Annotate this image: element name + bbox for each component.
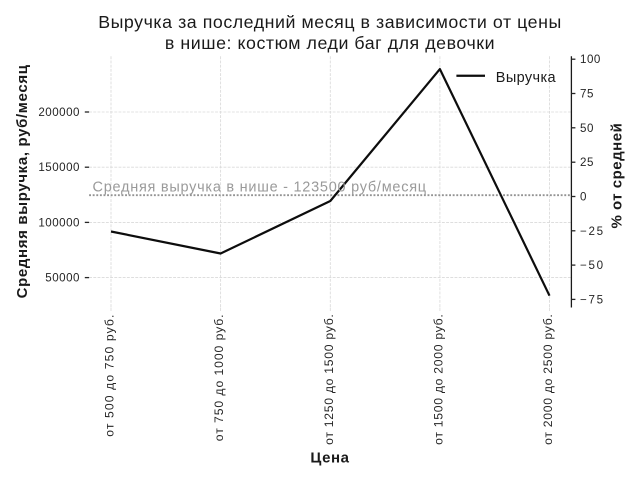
svg-text:−75: −75 [580, 293, 605, 306]
svg-text:50: 50 [580, 122, 594, 135]
svg-text:от 2000 до 2500 руб.: от 2000 до 2500 руб. [541, 314, 555, 445]
svg-text:Выручка за последний месяц в з: Выручка за последний месяц в зависимости… [98, 12, 562, 32]
svg-text:0: 0 [580, 191, 587, 204]
svg-text:Выручка: Выручка [496, 70, 557, 86]
svg-text:от 1500 до 2000 руб.: от 1500 до 2000 руб. [431, 314, 445, 445]
svg-text:50000: 50000 [45, 272, 80, 285]
svg-text:100000: 100000 [38, 216, 80, 229]
svg-text:Средняя выручка в нише - 12350: Средняя выручка в нише - 123500 руб/меся… [93, 180, 427, 196]
svg-text:% от средней: % от средней [609, 123, 626, 229]
svg-text:−25: −25 [580, 225, 605, 238]
svg-text:от 1250 до 1500 руб.: от 1250 до 1500 руб. [322, 314, 336, 445]
svg-text:Цена: Цена [310, 450, 349, 467]
svg-text:от 750 до 1000 руб.: от 750 до 1000 руб. [212, 314, 226, 442]
svg-text:150000: 150000 [38, 161, 80, 174]
svg-text:200000: 200000 [38, 106, 80, 119]
svg-text:75: 75 [580, 88, 594, 101]
svg-text:от 500 до 750 руб.: от 500 до 750 руб. [103, 314, 117, 437]
svg-text:25: 25 [580, 156, 594, 169]
svg-text:Средняя выручка, руб/месяц: Средняя выручка, руб/месяц [14, 64, 31, 298]
svg-text:−50: −50 [580, 259, 605, 272]
svg-text:100: 100 [580, 53, 601, 66]
svg-text:в нише: костюм леди баг для де: в нише: костюм леди баг для девочки [165, 33, 495, 53]
